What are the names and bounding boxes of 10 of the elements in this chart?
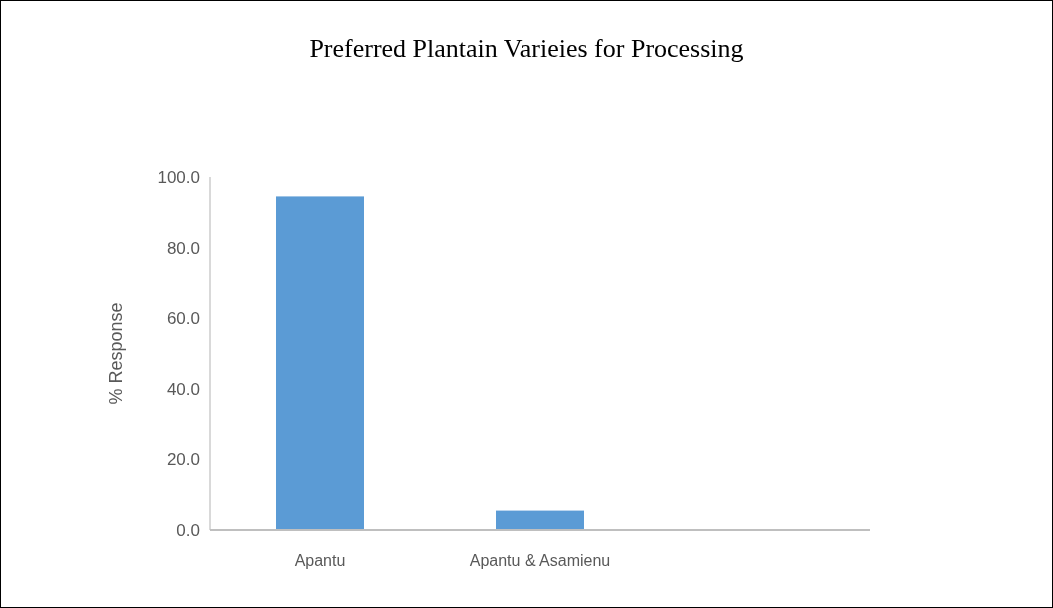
y-tick-label: 0.0: [176, 520, 200, 540]
y-tick-label: 100.0: [157, 167, 200, 187]
y-tick-label: 20.0: [166, 450, 200, 470]
x-tick-label: Apantu: [294, 552, 346, 569]
chart-title: Preferred Plantain Varieies for Processing: [309, 34, 744, 63]
x-tick-label: Apantu & Asamienu: [469, 552, 611, 569]
y-tick-label: 60.0: [166, 309, 200, 329]
y-tick-label: 40.0: [166, 379, 200, 399]
y-axis-title: % Response: [106, 302, 126, 405]
y-tick-label: 80.0: [166, 238, 200, 258]
